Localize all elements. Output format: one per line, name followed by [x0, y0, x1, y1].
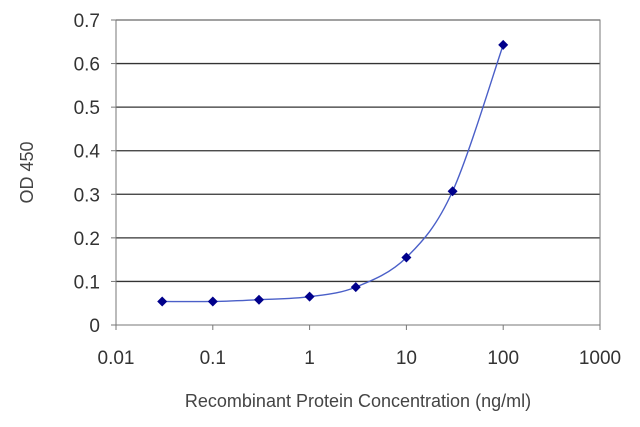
grid-lines	[116, 19, 600, 283]
fitted-curve	[162, 44, 504, 303]
y-tick-label: 0.5	[74, 98, 100, 119]
x-tick-label: 1	[304, 348, 315, 369]
y-tick-label: 0.1	[74, 272, 100, 293]
x-axis-label: Recombinant Protein Concentration (ng/ml…	[185, 391, 531, 411]
plot-area	[115, 19, 601, 326]
y-tick-label: 0.2	[74, 229, 100, 250]
data-point-4	[350, 282, 361, 293]
data-point-7	[498, 39, 509, 50]
x-tick-label: 100	[487, 348, 519, 369]
data-point-5	[401, 252, 412, 263]
data-point-0	[157, 296, 168, 307]
data-point-1	[207, 296, 218, 307]
y-tick-label: 0.4	[74, 142, 101, 163]
data-points	[157, 39, 509, 307]
y-tick-label: 0.7	[74, 11, 100, 32]
y-tick-label: 0	[89, 316, 100, 337]
x-axis-ticks: 0.01 0.1 1 10 100 1000	[98, 325, 621, 369]
x-tick-label: 1000	[579, 348, 621, 369]
y-tick-label: 0.3	[74, 185, 100, 206]
data-point-6	[447, 186, 458, 197]
data-point-2	[253, 294, 264, 305]
x-tick-label: 0.1	[200, 348, 226, 369]
x-tick-label: 10	[396, 348, 417, 369]
y-axis-ticks: 0 0.1 0.2 0.3 0.4 0.5 0.6 0.7	[74, 11, 116, 337]
data-point-3	[304, 291, 315, 302]
y-tick-label: 0.6	[74, 55, 100, 76]
x-tick-label: 0.01	[98, 348, 135, 369]
y-axis-label: OD 450	[17, 141, 37, 203]
